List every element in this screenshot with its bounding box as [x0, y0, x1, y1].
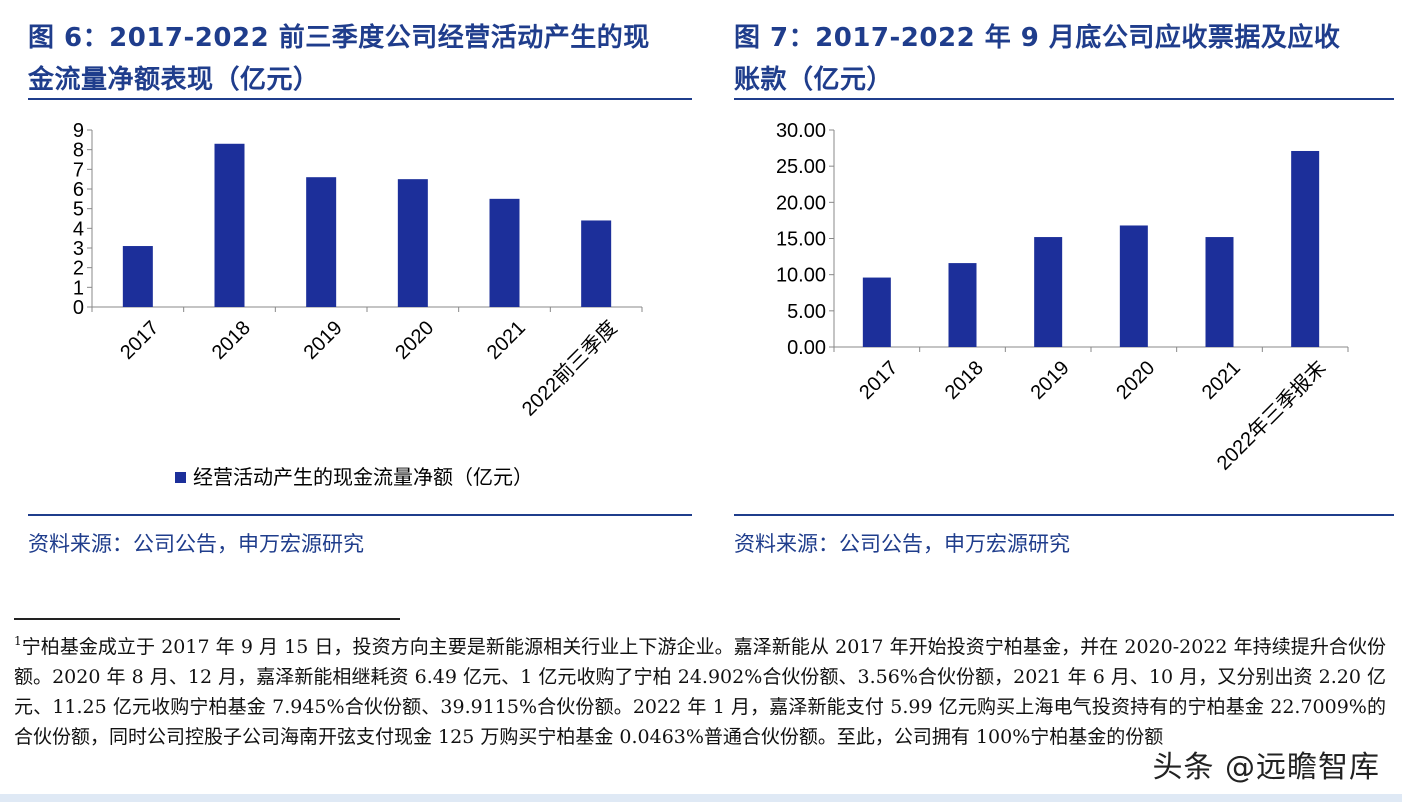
right-chart-bar — [1205, 237, 1234, 347]
right-chart-y-tick-label: 15.00 — [776, 229, 826, 251]
left-chart-x-tick-label: 2019 — [300, 317, 347, 364]
right-chart-bar — [948, 263, 977, 347]
left-chart-y-tick-label: 8 — [73, 140, 84, 162]
right-chart-x-tick-label: 2018 — [941, 357, 988, 404]
right-bar-chart: 0.00 5.00 10.00 15.00 20.00 25.00 30.00 2017 201… — [776, 120, 1349, 475]
footnote-rule — [14, 618, 400, 620]
footnote-marker: 1 — [14, 634, 22, 648]
right-source-rule — [734, 514, 1394, 516]
left-chart-y-tick-label: 1 — [73, 277, 84, 299]
left-chart-bar — [122, 246, 153, 307]
right-chart-x-tick-label: 2021 — [1198, 357, 1245, 404]
left-source-note: 资料来源：公司公告，申万宏源研究 — [28, 532, 364, 556]
right-chart-title-line2: 账款（亿元） — [734, 65, 894, 95]
left-chart-x-tick-label: 2020 — [391, 317, 438, 364]
left-source-rule — [28, 514, 692, 516]
right-chart-y-tick-label: 10.00 — [776, 265, 826, 287]
right-chart-y-tick-label: 25.00 — [776, 156, 826, 178]
right-chart-title-line1: 图 7：2017-2022 年 9 月底公司应收票据及应收 — [734, 23, 1341, 53]
right-chart-bar — [862, 277, 891, 347]
left-chart-y-tick-label: 9 — [73, 120, 84, 142]
left-chart-x-tick-label: 2018 — [208, 317, 255, 364]
left-chart-y-tick-label: 3 — [73, 238, 84, 260]
right-chart-x-tick-label: 2017 — [855, 357, 902, 404]
left-chart-x-tick-label: 2022前三季度 — [517, 316, 621, 420]
bottom-band — [0, 794, 1402, 802]
footnote-text: 宁柏基金成立于 2017 年 9 月 15 日，投资方向主要是新能源相关行业上下… — [14, 636, 1386, 748]
left-chart-x-tick-label: 2017 — [116, 317, 163, 364]
left-chart-legend-label: 经营活动产生的现金流量净额（亿元） — [193, 466, 533, 489]
left-chart-bar — [214, 143, 245, 307]
left-chart-title-line1: 图 6：2017-2022 前三季度公司经营活动产生的现 — [28, 23, 650, 53]
left-chart-y-tick-label: 0 — [73, 297, 84, 319]
left-chart-legend-swatch — [175, 472, 186, 483]
left-chart-title-line2: 金流量净额表现（亿元） — [28, 65, 320, 95]
footnote: 1宁柏基金成立于 2017 年 9 月 15 日，投资方向主要是新能源相关行业上… — [14, 632, 1386, 752]
left-chart-y-tick-label: 7 — [73, 159, 84, 181]
right-chart-x-tick-label: 2020 — [1112, 357, 1159, 404]
left-chart-bar — [397, 179, 428, 307]
left-chart-x-tick-label: 2021 — [483, 317, 530, 364]
right-chart-y-tick-label: 5.00 — [787, 301, 826, 323]
left-chart-bar — [581, 220, 612, 307]
right-chart-y-tick-label: 0.00 — [787, 337, 826, 359]
left-chart-y-tick-label: 2 — [73, 258, 84, 280]
right-title-rule — [734, 98, 1394, 100]
left-chart-bar — [489, 198, 520, 307]
right-chart-bar — [1034, 237, 1063, 347]
left-title-rule — [28, 98, 692, 100]
right-source-note: 资料来源：公司公告，申万宏源研究 — [734, 532, 1070, 556]
watermark-text: 头条 @远瞻智库 — [1152, 750, 1380, 785]
left-chart-bar — [306, 177, 337, 307]
right-chart-y-tick-label: 20.00 — [776, 192, 826, 214]
left-chart-y-tick-label: 5 — [73, 199, 84, 221]
right-chart-bar — [1291, 150, 1320, 347]
left-chart-y-tick-label: 4 — [73, 218, 84, 240]
right-chart-x-tick-label: 2019 — [1027, 357, 1074, 404]
right-chart-y-tick-label: 30.00 — [776, 120, 826, 142]
right-chart-bar — [1119, 225, 1148, 347]
left-chart-y-tick-label: 6 — [73, 179, 84, 201]
